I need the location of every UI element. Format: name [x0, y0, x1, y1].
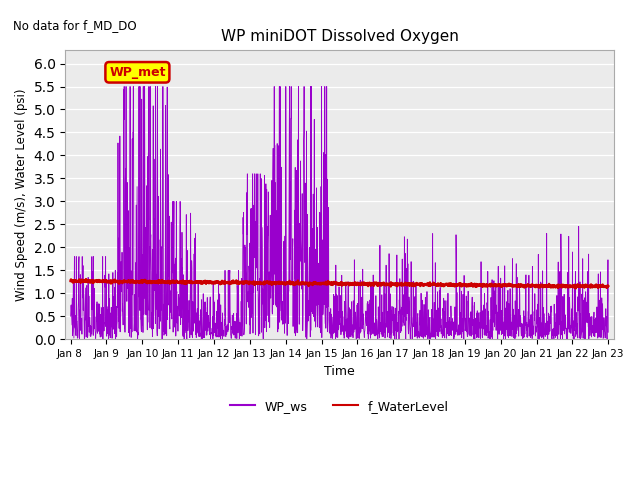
WP_ws [120, 84, 128, 89]
f_WaterLevel [314, 281, 322, 287]
WP_ws [328, 333, 336, 339]
f_WaterLevel [490, 283, 498, 288]
f_WaterLevel [589, 284, 597, 289]
WP_ws [589, 331, 597, 336]
Text: WP_met: WP_met [109, 66, 166, 79]
Text: No data for f_MD_DO: No data for f_MD_DO [13, 19, 136, 32]
WP_ws [314, 270, 322, 276]
X-axis label: Time: Time [324, 365, 355, 378]
f_WaterLevel [589, 283, 596, 289]
f_WaterLevel [604, 283, 612, 289]
Line: WP_ws: WP_ws [70, 86, 608, 339]
WP_ws [604, 329, 612, 335]
WP_ws [94, 328, 102, 334]
Legend: WP_ws, f_WaterLevel: WP_ws, f_WaterLevel [225, 395, 454, 418]
WP_ws [589, 327, 596, 333]
f_WaterLevel [82, 276, 90, 282]
Title: WP miniDOT Dissolved Oxygen: WP miniDOT Dissolved Oxygen [221, 29, 458, 44]
WP_ws [491, 324, 499, 330]
WP_ws [450, 336, 458, 342]
Y-axis label: Wind Speed (m/s), Water Level (psi): Wind Speed (m/s), Water Level (psi) [15, 88, 28, 301]
f_WaterLevel [95, 277, 102, 283]
f_WaterLevel [572, 286, 580, 291]
WP_ws [67, 313, 74, 319]
f_WaterLevel [328, 282, 336, 288]
Line: f_WaterLevel: f_WaterLevel [70, 279, 608, 288]
f_WaterLevel [67, 278, 74, 284]
